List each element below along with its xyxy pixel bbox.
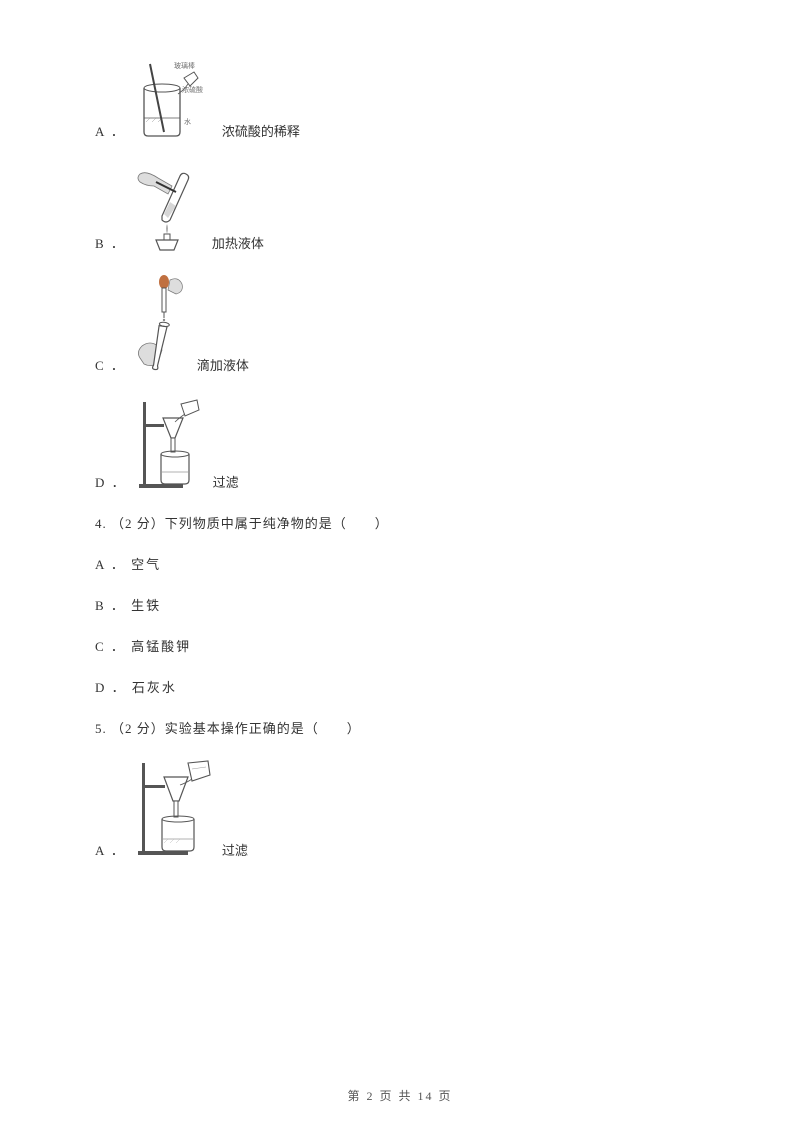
question-5-stem: 5. （2 分）实验基本操作正确的是（ ）: [95, 718, 705, 737]
svg-text:水: 水: [184, 117, 191, 126]
svg-text:浓硫酸: 浓硫酸: [182, 85, 203, 94]
option-d-row: D ． 过滤: [95, 396, 705, 491]
q4-option-b: B ． 生铁: [95, 595, 705, 614]
svg-text:玻璃棒: 玻璃棒: [174, 61, 195, 70]
q4-option-a: A ． 空气: [95, 554, 705, 573]
beaker-dilute-icon: 玻璃棒 浓硫酸 水: [134, 60, 214, 140]
figure-a: 玻璃棒 浓硫酸 水: [134, 60, 214, 140]
option-d-text: 过滤: [213, 472, 239, 491]
option-d-label: D ．: [95, 472, 127, 491]
q5-option-a-label: A ．: [95, 840, 126, 859]
option-c-row: C ． 滴加液体: [95, 274, 705, 374]
option-c-text: 滴加液体: [197, 355, 249, 374]
option-b-text: 加热液体: [212, 233, 264, 252]
heating-tube-icon: [134, 162, 204, 252]
option-b-label: B ．: [95, 233, 126, 252]
option-c-label: C ．: [95, 355, 126, 374]
q4-option-c: C ． 高锰酸钾: [95, 636, 705, 655]
dropper-tube-icon: [134, 274, 189, 374]
option-a-text: 浓硫酸的稀释: [222, 121, 300, 140]
q4-option-d: D ． 石灰水: [95, 677, 705, 696]
page-footer: 第 2 页 共 14 页: [0, 1087, 800, 1104]
q5-option-a-row: A ． 过滤: [95, 759, 705, 859]
figure-q5a: [134, 759, 214, 859]
q5-option-a-text: 过滤: [222, 840, 248, 859]
figure-c: [134, 274, 189, 374]
option-a-label: A ．: [95, 121, 126, 140]
figure-d: [135, 396, 205, 491]
question-4-stem: 4. （2 分）下列物质中属于纯净物的是（ ）: [95, 513, 705, 532]
figure-b: [134, 162, 204, 252]
filtration-q5-icon: [134, 759, 214, 859]
option-b-row: B ． 加热液体: [95, 162, 705, 252]
option-a-row: A ． 玻璃棒 浓硫酸 水 浓硫酸的稀释: [95, 60, 705, 140]
filtration-icon: [135, 396, 205, 491]
